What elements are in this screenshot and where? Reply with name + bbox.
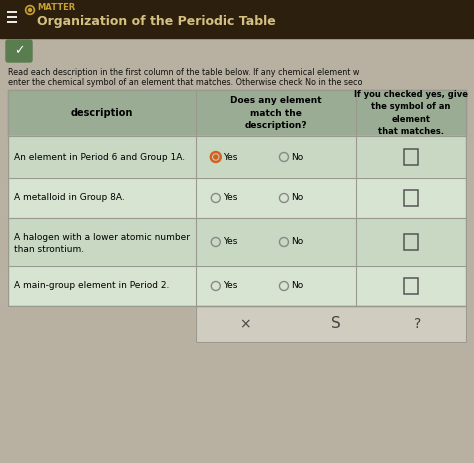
Text: ?: ? bbox=[414, 317, 421, 331]
Text: enter the chemical symbol of an element that matches. Otherwise check No in the : enter the chemical symbol of an element … bbox=[8, 78, 363, 87]
Bar bbox=[8, 90, 466, 136]
Text: than strontium.: than strontium. bbox=[14, 244, 84, 254]
Text: No: No bbox=[291, 282, 303, 290]
Circle shape bbox=[214, 155, 218, 159]
Circle shape bbox=[210, 151, 221, 163]
Text: A halogen with a lower atomic number: A halogen with a lower atomic number bbox=[14, 232, 190, 242]
Text: Read each description in the first column of the table below. If any chemical el: Read each description in the first colum… bbox=[8, 68, 359, 77]
Circle shape bbox=[27, 7, 33, 13]
FancyBboxPatch shape bbox=[6, 40, 32, 62]
Bar bbox=[404, 149, 418, 165]
Text: A metalloid in Group 8A.: A metalloid in Group 8A. bbox=[14, 194, 125, 202]
Text: Yes: Yes bbox=[223, 194, 237, 202]
Circle shape bbox=[213, 154, 219, 160]
Bar bbox=[8, 90, 466, 306]
Text: Does any element
match the
description?: Does any element match the description? bbox=[230, 96, 322, 130]
Bar bbox=[8, 266, 466, 306]
Text: If you checked yes, give
the symbol of an
element
that matches.: If you checked yes, give the symbol of a… bbox=[354, 90, 468, 136]
Bar bbox=[404, 190, 418, 206]
Circle shape bbox=[26, 6, 35, 14]
Bar bbox=[196, 306, 466, 342]
Bar bbox=[404, 278, 418, 294]
Bar bbox=[8, 218, 466, 266]
Text: Organization of the Periodic Table: Organization of the Periodic Table bbox=[37, 15, 276, 29]
Bar bbox=[404, 234, 418, 250]
Bar bbox=[8, 178, 466, 218]
Text: description: description bbox=[71, 108, 133, 118]
Text: Yes: Yes bbox=[223, 152, 237, 162]
Text: Yes: Yes bbox=[223, 282, 237, 290]
Bar bbox=[8, 136, 466, 178]
Circle shape bbox=[28, 8, 31, 12]
Text: No: No bbox=[291, 238, 303, 246]
Text: S: S bbox=[331, 317, 341, 332]
Bar bbox=[196, 306, 466, 342]
Text: An element in Period 6 and Group 1A.: An element in Period 6 and Group 1A. bbox=[14, 152, 185, 162]
Text: No: No bbox=[291, 152, 303, 162]
Bar bbox=[0, 0, 474, 38]
Text: A main-group element in Period 2.: A main-group element in Period 2. bbox=[14, 282, 169, 290]
Text: ✓: ✓ bbox=[14, 44, 24, 57]
Text: MATTER: MATTER bbox=[37, 2, 75, 12]
Text: No: No bbox=[291, 194, 303, 202]
Text: ×: × bbox=[238, 317, 250, 331]
Text: Yes: Yes bbox=[223, 238, 237, 246]
